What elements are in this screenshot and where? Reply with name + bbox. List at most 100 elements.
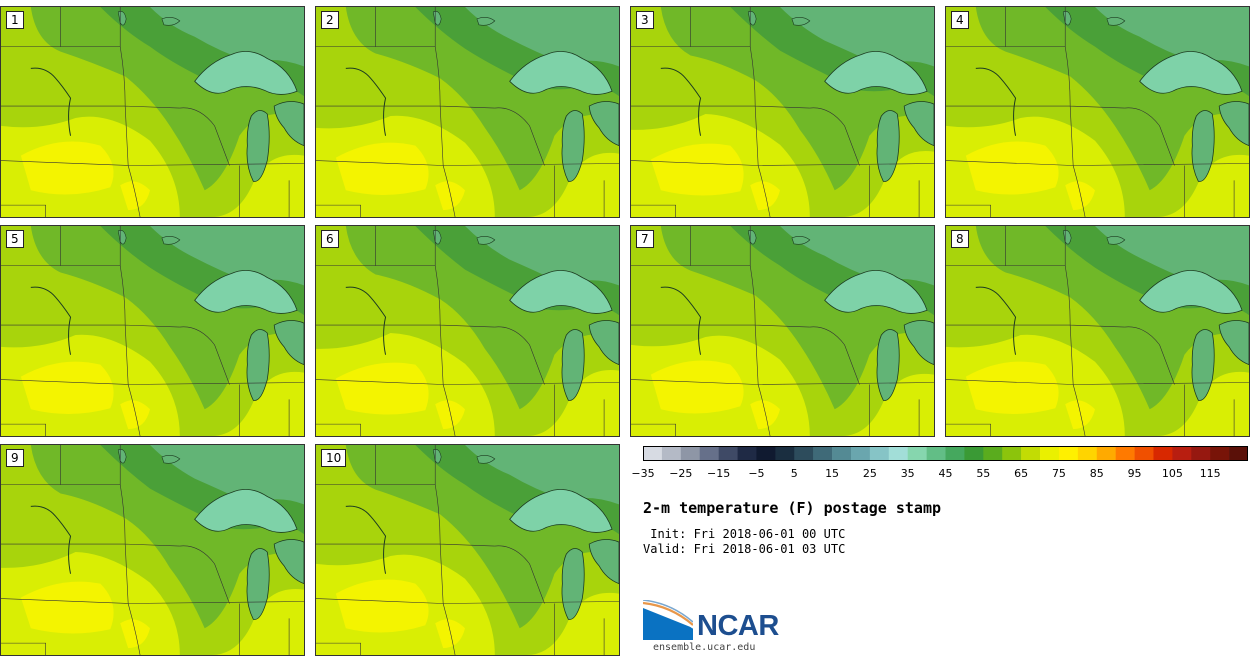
cold-region (465, 445, 619, 505)
state-boundary (494, 107, 545, 166)
state-boundary (754, 325, 934, 385)
colorbar-tick-label: 95 (1127, 467, 1142, 480)
colorbar-tick-label: 35 (900, 467, 915, 480)
state-boundary (494, 545, 545, 604)
colorbar-swatch (983, 446, 1003, 461)
river (30, 505, 72, 574)
temperature-map-1 (1, 7, 304, 217)
colorbar-swatch (1172, 446, 1192, 461)
colorbar-swatch (1058, 446, 1079, 461)
state-boundary (1, 423, 47, 436)
member-panel-5: 5 (0, 225, 305, 437)
hot-patch (650, 360, 744, 414)
ncar-logo-text: NCAR (697, 610, 779, 642)
hot-patch (435, 400, 466, 430)
cold-region (1095, 226, 1249, 286)
state-boundary (946, 379, 1074, 385)
colorbar-tick-label: 75 (1051, 467, 1066, 480)
state-boundary (442, 384, 456, 436)
colorbar-swatch (1021, 446, 1041, 461)
member-panel-3: 3 (630, 6, 935, 218)
river (975, 67, 1017, 136)
lake-superior (1139, 269, 1243, 314)
panel-label: 7 (636, 230, 654, 248)
lake-superior (194, 488, 298, 533)
temperature-map-10 (316, 445, 619, 655)
hot-patch (965, 361, 1059, 414)
cold-region (150, 226, 304, 286)
colorbar-tick-label: −35 (631, 467, 655, 480)
colorbar-swatch (888, 446, 908, 461)
valid-time: Valid: Fri 2018-06-01 03 UTC (643, 542, 846, 556)
temperature-map-2 (316, 7, 619, 217)
state-boundary (179, 545, 230, 604)
state-boundary (127, 603, 141, 655)
colorbar-tick-label: 45 (938, 467, 953, 480)
colorbar-swatch (699, 446, 719, 461)
colorbar-swatch (775, 446, 795, 461)
river (30, 286, 72, 355)
lake-huron (903, 320, 934, 366)
colorbar-swatch (1191, 446, 1211, 461)
northern-lake (1106, 236, 1126, 245)
state-boundary (316, 423, 362, 436)
state-boundary (124, 325, 304, 385)
lake-superior (1139, 50, 1243, 95)
colorbar-swatch (1134, 446, 1154, 461)
state-boundary (316, 160, 444, 166)
colorbar-tick-label: 55 (976, 467, 991, 480)
panel-label: 3 (636, 11, 654, 29)
state-boundary (631, 204, 677, 217)
state-boundary (124, 544, 304, 604)
state-boundary (439, 544, 619, 604)
state-boundary (1, 642, 47, 655)
river (345, 286, 387, 355)
northern-lake (161, 455, 181, 464)
colorbar-swatch (718, 446, 738, 461)
lake-huron (588, 101, 619, 147)
state-boundary (1072, 165, 1086, 217)
panel-label: 5 (6, 230, 24, 248)
colorbar-swatch (1210, 446, 1230, 461)
panel-label: 6 (321, 230, 339, 248)
panel-label: 1 (6, 11, 24, 29)
hot-patch (20, 581, 114, 634)
northern-lake (791, 17, 811, 26)
temperature-map-3 (631, 7, 934, 217)
state-boundary (946, 204, 992, 217)
state-boundary (754, 106, 934, 166)
state-boundary (1124, 326, 1175, 385)
member-panel-6: 6 (315, 225, 620, 437)
state-boundary (1, 598, 129, 604)
panel-label: 8 (951, 230, 969, 248)
state-boundary (439, 325, 619, 385)
hot-patch (120, 619, 151, 649)
state-boundary (809, 326, 860, 385)
colorbar-swatch (813, 446, 833, 461)
colorbar-swatch (1040, 446, 1060, 461)
figure-title: 2-m temperature (F) postage stamp (643, 499, 942, 517)
lake-huron (588, 320, 619, 366)
colorbar-tick-label: 105 (1161, 467, 1183, 480)
state-boundary (1069, 106, 1249, 166)
colorbar-tick-label: −5 (748, 467, 765, 480)
state-boundary (1072, 384, 1086, 436)
colorbar-swatch (1229, 446, 1248, 461)
state-boundary (631, 379, 759, 385)
state-boundary (1124, 107, 1175, 166)
lake-superior (824, 269, 928, 314)
colorbar (643, 446, 1248, 461)
state-boundary (316, 598, 444, 604)
colorbar-swatch (737, 446, 757, 461)
colorbar-tick-label: −15 (707, 467, 731, 480)
colorbar-tick-label: 5 (790, 467, 798, 480)
state-boundary (757, 384, 771, 436)
lake-superior (194, 269, 298, 314)
panel-label: 2 (321, 11, 339, 29)
river (345, 67, 387, 136)
hot-patch (435, 181, 466, 211)
ensemble-url[interactable]: ensemble.ucar.edu (653, 642, 756, 653)
temperature-map-4 (946, 7, 1249, 217)
state-boundary (127, 165, 141, 217)
state-boundary (631, 160, 759, 166)
